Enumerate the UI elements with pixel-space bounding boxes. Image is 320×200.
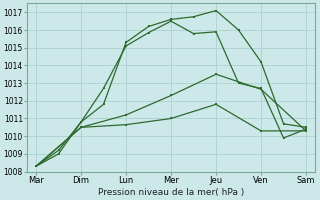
X-axis label: Pression niveau de la mer( hPa ): Pression niveau de la mer( hPa ) <box>98 188 244 197</box>
